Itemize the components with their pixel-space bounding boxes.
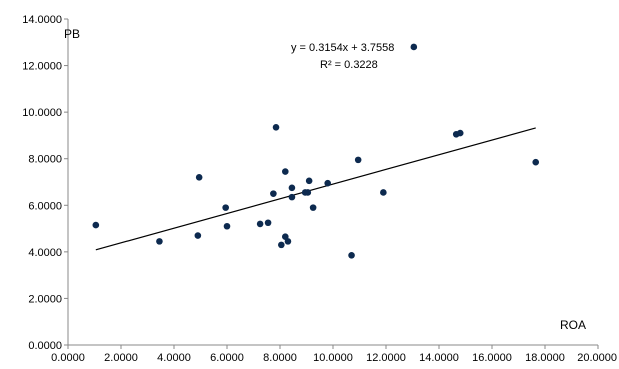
data-point xyxy=(284,238,292,245)
data-point xyxy=(256,220,264,228)
data-point xyxy=(305,177,313,185)
data-point xyxy=(410,43,418,51)
x-tick-label: 18.0000 xyxy=(525,352,565,364)
data-point xyxy=(194,232,202,239)
x-tick-label: 6.0000 xyxy=(210,352,244,364)
y-tick-label: 12.0000 xyxy=(22,61,62,73)
data-point xyxy=(272,123,280,131)
data-point xyxy=(309,204,317,211)
x-tick-label: 20.0000 xyxy=(577,352,617,364)
data-point xyxy=(456,129,464,137)
trendline-r-squared: R² = 0.3228 xyxy=(320,59,378,71)
data-point xyxy=(278,241,285,249)
data-point xyxy=(223,222,231,230)
data-point xyxy=(354,156,362,164)
y-tick-label: 0.0000 xyxy=(28,340,62,352)
x-tick-label: 2.0000 xyxy=(104,352,138,364)
x-tick-label: 16.0000 xyxy=(472,352,512,364)
trendline xyxy=(95,127,536,251)
data-point xyxy=(195,174,203,181)
data-point xyxy=(156,238,163,245)
data-points xyxy=(92,43,540,259)
x-tick-label: 4.0000 xyxy=(157,352,191,364)
x-tick-label: 12.0000 xyxy=(366,352,406,364)
data-point xyxy=(288,184,296,192)
data-point xyxy=(348,252,355,259)
x-tick-label: 8.0000 xyxy=(263,352,297,364)
data-point xyxy=(532,158,540,166)
data-point xyxy=(282,168,289,175)
y-tick-label: 4.0000 xyxy=(28,247,62,259)
y-tick-label: 14.0000 xyxy=(22,14,62,26)
y-tick-label: 8.0000 xyxy=(28,154,62,166)
data-point xyxy=(288,193,296,201)
x-tick-label: 10.0000 xyxy=(313,352,353,364)
y-tick-label: 2.0000 xyxy=(28,293,62,305)
x-axis: 0.0000 2.0000 4.0000 6.0000 8.0000 10.0000 12.… xyxy=(51,344,617,364)
x-tick-label: 0.0000 xyxy=(51,352,85,364)
data-point xyxy=(270,190,277,197)
data-point xyxy=(304,189,312,196)
trendline-equation: y = 0.3154x + 3.7558 xyxy=(291,42,394,54)
y-tick-label: 10.0000 xyxy=(22,107,62,119)
data-point xyxy=(324,179,332,187)
y-tick-label: 6.0000 xyxy=(28,200,62,212)
data-point xyxy=(222,204,229,211)
data-point xyxy=(380,189,387,196)
y-axis: 0.0000 2.0000 4.0000 6.0000 8.0000 10.0000 12.… xyxy=(22,14,69,352)
x-tick-label: 14.0000 xyxy=(419,352,459,364)
data-point xyxy=(92,221,100,229)
x-axis-label: ROA xyxy=(560,318,586,332)
trendline-line xyxy=(95,127,536,251)
y-axis-label: PB xyxy=(64,27,80,41)
data-point xyxy=(264,219,272,227)
